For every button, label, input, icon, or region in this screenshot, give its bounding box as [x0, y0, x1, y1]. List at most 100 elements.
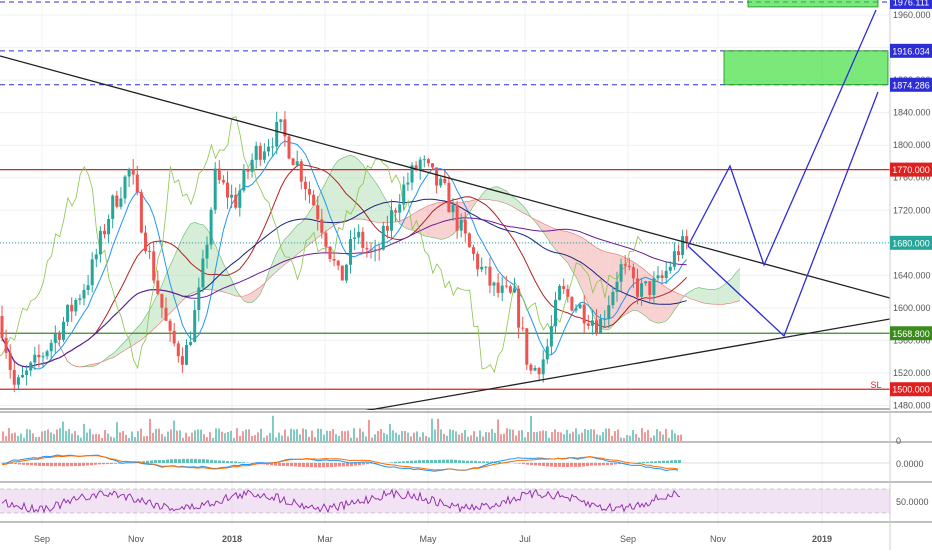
volume-bar	[29, 430, 31, 441]
candle-body	[620, 264, 623, 282]
volume-bar	[281, 436, 283, 441]
macd-histogram-bar	[606, 463, 609, 465]
cloud-segment	[662, 285, 666, 323]
macd-histogram-bar	[334, 463, 337, 467]
candle-body	[115, 196, 118, 207]
candle-body	[189, 342, 192, 345]
candle-body	[312, 195, 315, 206]
volume-bar	[11, 433, 13, 441]
macd-histogram-bar	[82, 463, 85, 466]
volume-bar	[104, 430, 106, 441]
candle-body	[324, 233, 327, 247]
candle-body	[152, 251, 155, 280]
macd-histogram-bar	[342, 463, 345, 466]
volume-bar	[434, 429, 436, 441]
macd-histogram-bar	[18, 463, 21, 465]
level-tag-text: 1770.000	[892, 165, 930, 175]
candle-body	[357, 232, 360, 238]
macd-histogram-bar	[234, 461, 237, 463]
volume-bar	[155, 429, 157, 441]
volume-bar	[377, 431, 379, 441]
volume-bar	[437, 419, 439, 441]
candle-body	[119, 198, 122, 206]
time-tick-label: Sep	[34, 534, 50, 544]
macd-histogram-bar	[54, 463, 57, 466]
volume-bar	[413, 433, 415, 441]
macd-histogram-bar	[290, 463, 293, 466]
candle-body	[169, 321, 172, 331]
candle-body	[103, 231, 106, 234]
price-tick-label: 1600.000	[893, 303, 931, 313]
volume-bar	[110, 437, 112, 441]
volume-bar	[164, 437, 166, 441]
candle-body	[361, 232, 364, 248]
volume-bar	[2, 431, 4, 441]
volume-bar	[566, 430, 568, 441]
volume-bar	[623, 438, 625, 441]
candle-body	[222, 180, 225, 182]
volume-bar	[200, 430, 202, 441]
volume-bar	[20, 434, 22, 441]
volume-bar	[245, 430, 247, 441]
level-tag-text: 1874.286	[892, 80, 930, 90]
volume-bar	[269, 433, 271, 441]
macd-histogram-bar	[658, 461, 661, 463]
candle-body	[308, 189, 311, 195]
candle-body	[304, 182, 307, 189]
volume-bar	[107, 434, 109, 441]
macd-histogram-bar	[310, 463, 313, 467]
candle-body	[337, 261, 340, 266]
candle-body	[476, 254, 479, 270]
candle-body	[206, 245, 209, 259]
candle-body	[333, 259, 336, 261]
macd-histogram-bar	[202, 459, 205, 463]
cloud-segment	[498, 187, 502, 203]
volume-bar	[287, 436, 289, 441]
macd-histogram-bar	[390, 462, 393, 463]
candle-body	[83, 290, 86, 298]
macd-histogram-bar	[422, 460, 425, 463]
candle-body	[267, 147, 270, 152]
volume-bar	[425, 436, 427, 441]
candle-body	[431, 163, 434, 167]
volume-bar	[338, 436, 340, 441]
price-tick-label: 1960.000	[893, 10, 931, 20]
volume-bar	[554, 429, 556, 441]
volume-bar	[272, 416, 274, 441]
macd-histogram-bar	[158, 460, 161, 463]
candle-body	[505, 286, 508, 287]
macd-histogram-bar	[306, 463, 309, 467]
volume-bar	[356, 438, 358, 441]
volume-bar	[35, 437, 37, 441]
volume-bar	[584, 429, 586, 441]
volume-bar	[461, 433, 463, 441]
candle-body	[247, 170, 250, 172]
candle-body	[521, 328, 524, 329]
macd-histogram-bar	[294, 463, 297, 466]
macd-histogram-bar	[410, 461, 413, 463]
volume-bar	[557, 432, 559, 441]
price-tick-label: 1480.000	[893, 400, 931, 410]
volume-bar	[593, 429, 595, 441]
macd-histogram-bar	[610, 463, 613, 465]
volume-bar	[311, 431, 313, 441]
macd-histogram-bar	[222, 461, 225, 463]
volume-bar	[617, 429, 619, 441]
candle-body	[599, 319, 602, 333]
macd-histogram-bar	[554, 463, 557, 467]
volume-bar	[407, 433, 409, 441]
candle-body	[406, 183, 409, 185]
volume-bar	[428, 437, 430, 441]
rsi-tick-label: 50.0000	[896, 497, 929, 507]
candle-body	[628, 266, 631, 267]
macd-histogram-bar	[670, 460, 673, 463]
volume-bar	[659, 431, 661, 441]
macd-histogram-bar	[30, 463, 33, 465]
macd-histogram-bar	[230, 461, 233, 463]
macd-histogram-bar	[426, 460, 429, 463]
candle-body	[29, 363, 32, 371]
volume-bar	[290, 429, 292, 441]
candle-body	[349, 239, 352, 265]
candle-body	[398, 204, 401, 212]
